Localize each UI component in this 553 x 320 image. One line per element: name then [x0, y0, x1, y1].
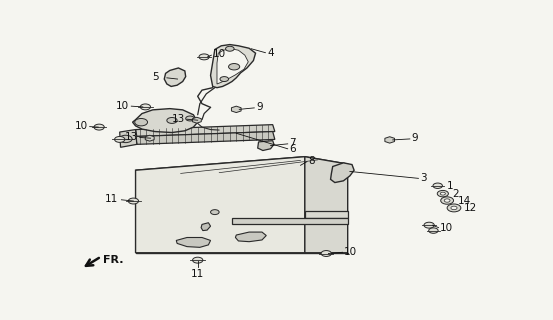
Text: 14: 14 [457, 196, 471, 205]
Circle shape [128, 198, 139, 204]
Circle shape [440, 192, 445, 195]
Circle shape [336, 175, 345, 180]
Circle shape [228, 64, 239, 70]
Polygon shape [201, 223, 211, 231]
Text: 10: 10 [213, 49, 226, 60]
Circle shape [186, 116, 194, 121]
Circle shape [167, 117, 177, 124]
Circle shape [119, 135, 132, 143]
Text: 10: 10 [440, 223, 453, 233]
Circle shape [140, 104, 150, 110]
Text: 1: 1 [447, 181, 454, 191]
Polygon shape [133, 108, 198, 132]
Text: 3: 3 [420, 173, 427, 183]
Circle shape [424, 222, 434, 228]
Text: 13: 13 [124, 132, 138, 142]
Circle shape [226, 46, 234, 51]
Text: 4: 4 [267, 48, 274, 58]
Text: 10: 10 [345, 247, 357, 257]
Polygon shape [176, 237, 211, 247]
Polygon shape [192, 117, 201, 123]
Polygon shape [232, 218, 348, 224]
Circle shape [192, 257, 203, 263]
Text: 10: 10 [116, 101, 129, 111]
Circle shape [447, 204, 461, 212]
Circle shape [340, 164, 347, 169]
Circle shape [451, 206, 457, 210]
Circle shape [444, 199, 450, 202]
Polygon shape [305, 157, 348, 253]
Polygon shape [135, 157, 348, 178]
Circle shape [437, 190, 448, 197]
Polygon shape [305, 211, 348, 218]
Polygon shape [331, 163, 354, 182]
Circle shape [321, 251, 331, 256]
Circle shape [433, 183, 442, 188]
Text: FR.: FR. [102, 255, 123, 265]
Polygon shape [145, 135, 154, 141]
Text: 11: 11 [105, 194, 118, 204]
Circle shape [211, 210, 219, 215]
Polygon shape [211, 44, 255, 88]
Polygon shape [236, 232, 267, 242]
Circle shape [220, 76, 228, 82]
Polygon shape [135, 157, 305, 253]
Text: 6: 6 [289, 144, 296, 154]
Circle shape [429, 228, 438, 233]
Text: 9: 9 [411, 133, 418, 143]
Polygon shape [385, 137, 394, 143]
Polygon shape [217, 49, 248, 84]
Text: 11: 11 [191, 269, 204, 279]
Circle shape [114, 136, 125, 142]
Polygon shape [258, 141, 274, 150]
Circle shape [94, 124, 105, 130]
Text: 8: 8 [308, 156, 315, 166]
Polygon shape [232, 106, 241, 113]
Polygon shape [135, 132, 275, 144]
Polygon shape [135, 124, 275, 136]
Text: 7: 7 [289, 138, 296, 148]
Text: 5: 5 [153, 72, 159, 82]
Text: 12: 12 [463, 203, 477, 213]
Polygon shape [164, 68, 186, 86]
Text: 9: 9 [256, 102, 263, 112]
Text: 2: 2 [453, 188, 460, 199]
Circle shape [337, 168, 348, 175]
Text: 10: 10 [75, 121, 87, 131]
Polygon shape [119, 130, 137, 147]
Circle shape [135, 118, 148, 126]
Circle shape [441, 197, 453, 204]
Circle shape [199, 54, 209, 60]
Text: 13: 13 [171, 114, 185, 124]
